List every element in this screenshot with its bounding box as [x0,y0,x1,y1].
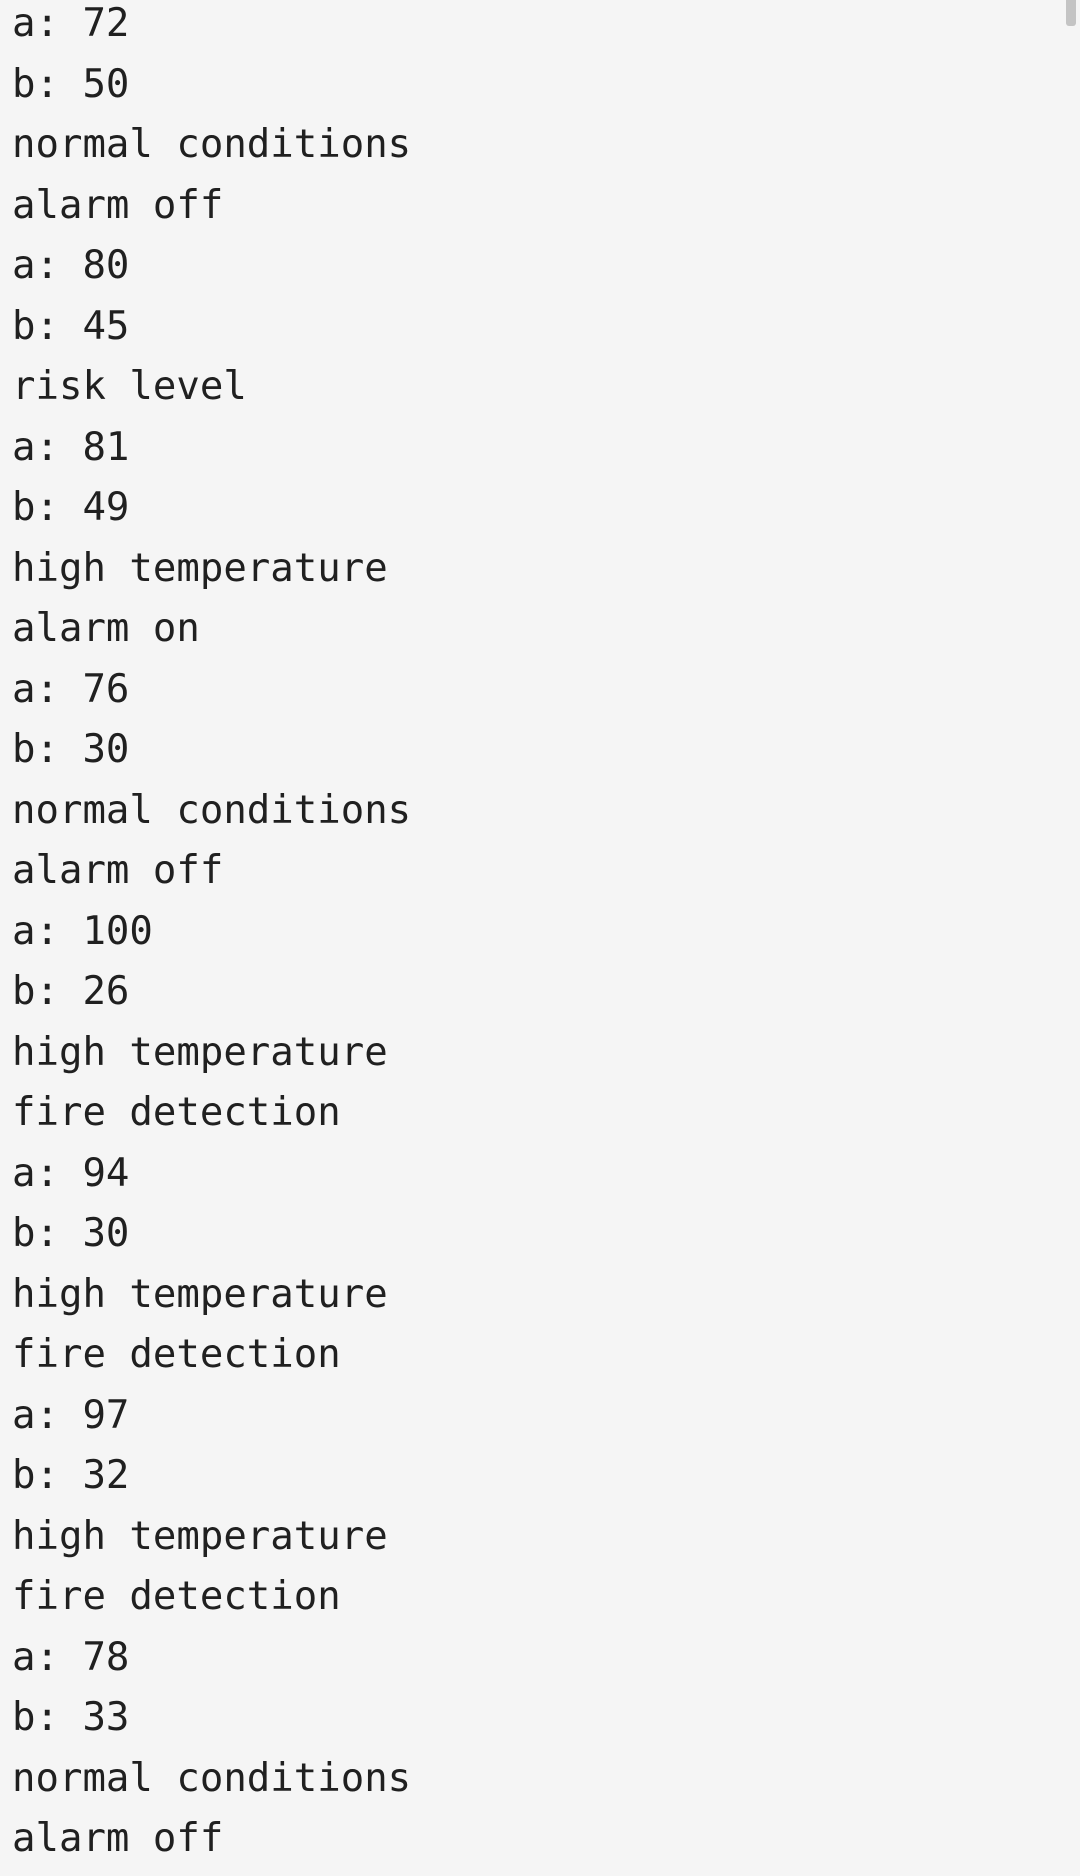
log-line: b: 50 [12,61,130,107]
log-line: alarm on [12,606,200,651]
log-line: b: 32 [12,1453,130,1498]
log-line: high temperature [12,1513,388,1559]
log-line: alarm off [12,1816,224,1861]
log-line: a: 76 [12,666,130,712]
log-line: a: 100 [12,908,153,954]
log-line: risk level [12,364,247,409]
scrollbar-thumb[interactable] [1066,0,1076,26]
log-line: high temperature [12,545,388,591]
log-line: b: 49 [12,485,130,530]
log-line: b: 30 [12,1211,130,1256]
log-line: fire detection [12,1332,341,1377]
log-line: a: 72 [12,1,130,46]
log-line: normal conditions [12,122,412,167]
log-line: high temperature [12,1271,388,1317]
log-line: b: 26 [12,969,130,1014]
log-line: b: 30 [12,727,130,772]
log-line: a: 81 [12,424,130,470]
log-line: high temperature [12,1029,388,1075]
log-line: b: 45 [12,303,130,349]
log-line: alarm off [12,848,224,893]
log-line: a: 94 [12,1150,130,1196]
log-line: fire detection [12,1090,341,1135]
log-line: normal conditions [12,787,412,833]
log-line: alarm off [12,182,224,228]
log-line: normal conditions [12,1755,412,1801]
log-line: a: 97 [12,1392,130,1438]
serial-log-view: a: 72 b: 50 normal conditions alarm off … [12,0,1060,1876]
log-line: a: 78 [12,1634,130,1680]
log-line: fire detection [12,1574,341,1619]
log-line: a: 80 [12,243,130,288]
log-line: b: 33 [12,1695,130,1740]
